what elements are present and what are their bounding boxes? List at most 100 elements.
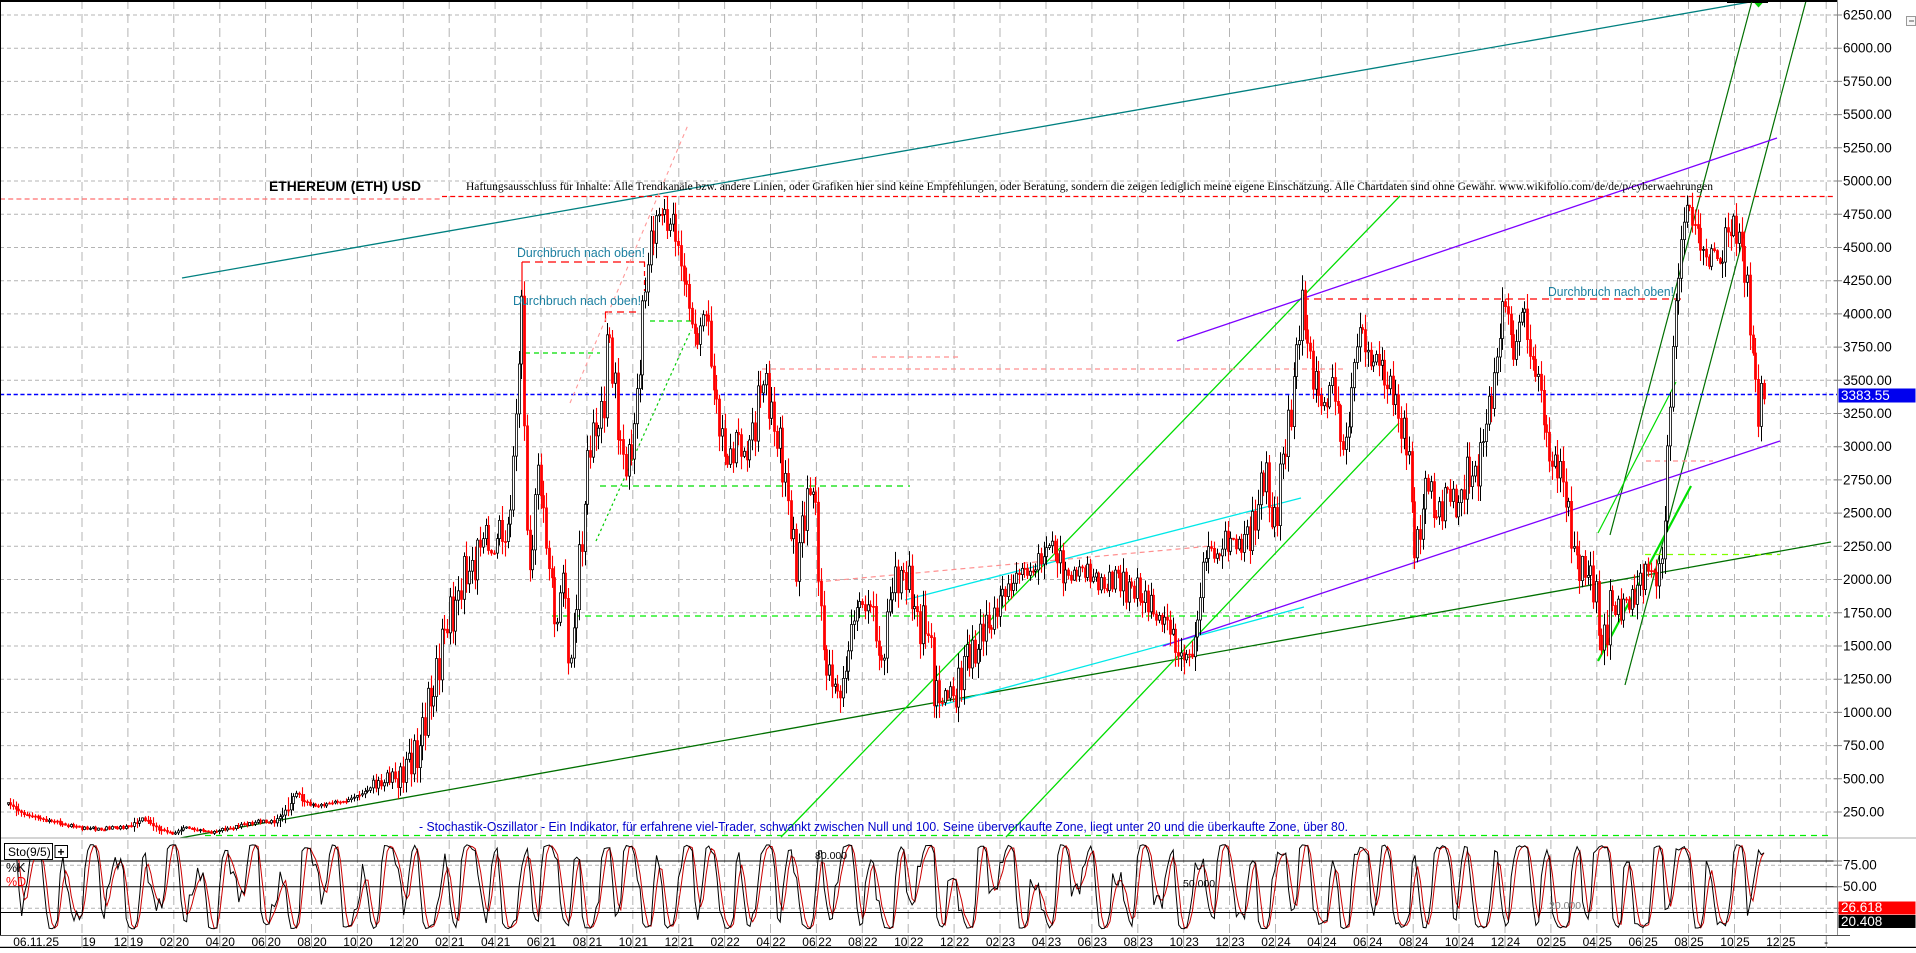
svg-text:02: 02 [1261, 935, 1275, 948]
svg-text:4000.00: 4000.00 [1843, 306, 1892, 321]
svg-text:6000.00: 6000.00 [1843, 41, 1892, 56]
svg-text:-: - [1824, 935, 1828, 948]
svg-text:02: 02 [160, 935, 174, 948]
svg-text:06: 06 [802, 935, 816, 948]
svg-text:20: 20 [405, 935, 419, 948]
svg-text:06: 06 [1078, 935, 1092, 948]
svg-text:23: 23 [1048, 935, 1062, 948]
svg-text:+: + [58, 845, 65, 859]
svg-text:12: 12 [1215, 935, 1229, 948]
svg-text:%K: %K [6, 861, 26, 875]
svg-text:08: 08 [1674, 935, 1688, 948]
svg-text:3500.00: 3500.00 [1843, 373, 1892, 388]
svg-text:%D: %D [6, 875, 26, 889]
svg-text:22: 22 [772, 935, 786, 948]
svg-text:04: 04 [206, 935, 220, 948]
svg-text:3750.00: 3750.00 [1843, 340, 1892, 355]
svg-text:1250.00: 1250.00 [1843, 672, 1892, 687]
svg-text:Durchbruch nach oben!: Durchbruch nach oben! [1548, 284, 1674, 299]
svg-text:Sto(9/5): Sto(9/5) [8, 845, 51, 859]
svg-text:02: 02 [710, 935, 724, 948]
svg-text:12: 12 [114, 935, 128, 948]
svg-text:12: 12 [1766, 935, 1780, 948]
svg-text:21: 21 [635, 935, 649, 948]
svg-text:12: 12 [940, 935, 954, 948]
svg-text:06: 06 [1353, 935, 1367, 948]
svg-text:10: 10 [619, 935, 633, 948]
svg-text:21: 21 [589, 935, 603, 948]
svg-text:250.00: 250.00 [1843, 805, 1884, 820]
svg-text:10: 10 [894, 935, 908, 948]
svg-text:12: 12 [389, 935, 403, 948]
svg-text:80.000: 80.000 [815, 850, 847, 862]
svg-text:20: 20 [313, 935, 327, 948]
svg-text:Durchbruch nach oben!: Durchbruch nach oben! [517, 245, 645, 260]
svg-text:06: 06 [1628, 935, 1642, 948]
svg-text:1000.00: 1000.00 [1843, 705, 1892, 720]
svg-text:23: 23 [1094, 935, 1108, 948]
svg-text:20.408: 20.408 [1841, 914, 1882, 929]
svg-text:5500.00: 5500.00 [1843, 107, 1892, 122]
svg-text:4750.00: 4750.00 [1843, 207, 1892, 222]
svg-text:22: 22 [726, 935, 740, 948]
svg-text:25: 25 [1782, 935, 1796, 948]
svg-text:24: 24 [1461, 935, 1475, 948]
svg-text:3250.00: 3250.00 [1843, 406, 1892, 421]
svg-text:24: 24 [1323, 935, 1337, 948]
svg-text:1750.00: 1750.00 [1843, 605, 1892, 620]
svg-text:22: 22 [818, 935, 832, 948]
svg-text:08: 08 [1124, 935, 1138, 948]
svg-text:23: 23 [1140, 935, 1154, 948]
svg-text:- Stochastik-Oszillator - Ein: - Stochastik-Oszillator - Ein Indikator,… [419, 820, 1348, 834]
svg-text:750.00: 750.00 [1843, 738, 1884, 753]
svg-text:20: 20 [359, 935, 373, 948]
svg-text:25: 25 [1736, 935, 1750, 948]
svg-text:75.00: 75.00 [1843, 857, 1877, 872]
svg-text:24: 24 [1277, 935, 1291, 948]
svg-text:20: 20 [222, 935, 236, 948]
svg-text:5000.00: 5000.00 [1843, 174, 1892, 189]
svg-text:04: 04 [1583, 935, 1597, 948]
svg-text:08: 08 [573, 935, 587, 948]
svg-text:50.000: 50.000 [1183, 878, 1215, 890]
svg-text:02: 02 [1537, 935, 1551, 948]
svg-text:25: 25 [1553, 935, 1567, 948]
svg-text:23: 23 [1002, 935, 1016, 948]
svg-text:20: 20 [267, 935, 281, 948]
svg-text:25: 25 [1690, 935, 1704, 948]
svg-text:50.00: 50.00 [1843, 879, 1877, 894]
svg-text:23: 23 [1231, 935, 1245, 948]
svg-text:Durchbruch nach oben!: Durchbruch nach oben! [513, 293, 641, 308]
svg-text:06: 06 [527, 935, 541, 948]
svg-text:500.00: 500.00 [1843, 771, 1884, 786]
svg-text:2500.00: 2500.00 [1843, 506, 1892, 521]
svg-text:2750.00: 2750.00 [1843, 472, 1892, 487]
svg-text:24: 24 [1415, 935, 1429, 948]
svg-text:08: 08 [297, 935, 311, 948]
svg-text:25: 25 [1644, 935, 1658, 948]
svg-text:04: 04 [481, 935, 495, 948]
svg-text:22: 22 [910, 935, 924, 948]
svg-text:12: 12 [1491, 935, 1505, 948]
svg-text:10: 10 [1169, 935, 1183, 948]
svg-text:08: 08 [1399, 935, 1413, 948]
svg-text:06.11.25: 06.11.25 [13, 935, 59, 948]
svg-text:5250.00: 5250.00 [1843, 140, 1892, 155]
svg-text:2250.00: 2250.00 [1843, 539, 1892, 554]
svg-text:08: 08 [848, 935, 862, 948]
svg-text:04: 04 [1307, 935, 1321, 948]
svg-text:21: 21 [451, 935, 465, 948]
svg-text:22: 22 [956, 935, 970, 948]
svg-text:19: 19 [130, 935, 144, 948]
svg-text:19: 19 [82, 935, 96, 948]
svg-text:02: 02 [986, 935, 1000, 948]
svg-text:26.618: 26.618 [1841, 900, 1882, 915]
svg-text:24: 24 [1507, 935, 1521, 948]
svg-text:21: 21 [497, 935, 511, 948]
svg-text:ETHEREUM (ETH) USD: ETHEREUM (ETH) USD [269, 179, 421, 194]
svg-text:10: 10 [343, 935, 357, 948]
svg-text:12: 12 [665, 935, 679, 948]
svg-text:06: 06 [251, 935, 265, 948]
svg-text:22: 22 [864, 935, 878, 948]
svg-text:10: 10 [1445, 935, 1459, 948]
